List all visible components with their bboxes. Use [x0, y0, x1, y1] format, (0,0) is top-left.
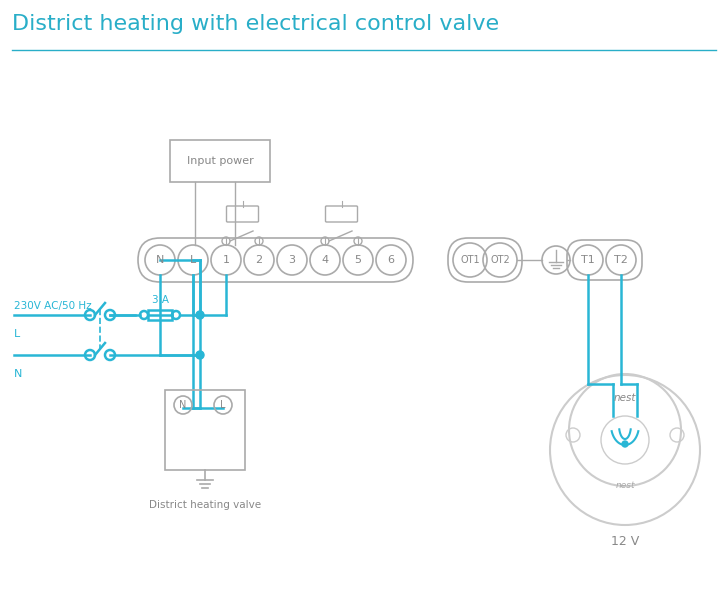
Circle shape	[601, 416, 649, 464]
Circle shape	[622, 441, 628, 447]
Text: 5: 5	[355, 255, 362, 265]
Text: 3 A: 3 A	[151, 295, 168, 305]
Circle shape	[196, 311, 204, 319]
Text: 230V AC/50 Hz: 230V AC/50 Hz	[14, 301, 92, 311]
Text: L: L	[190, 255, 196, 265]
Text: 3: 3	[288, 255, 296, 265]
Text: OT1: OT1	[460, 255, 480, 265]
Text: N: N	[14, 369, 23, 379]
Circle shape	[196, 351, 204, 359]
Text: 2: 2	[256, 255, 263, 265]
Text: L: L	[221, 400, 226, 410]
Text: 12 V: 12 V	[611, 535, 639, 548]
Text: T2: T2	[614, 255, 628, 265]
Text: 1: 1	[223, 255, 229, 265]
Text: 6: 6	[387, 255, 395, 265]
Text: nest: nest	[615, 481, 635, 489]
Text: T1: T1	[581, 255, 595, 265]
Bar	[148, 310, 172, 320]
Text: L: L	[14, 329, 20, 339]
Text: OT2: OT2	[490, 255, 510, 265]
Text: 4: 4	[322, 255, 328, 265]
Text: District heating with electrical control valve: District heating with electrical control…	[12, 14, 499, 34]
Text: nest: nest	[614, 393, 636, 403]
Text: District heating valve: District heating valve	[149, 500, 261, 510]
Text: N: N	[156, 255, 165, 265]
Text: Input power: Input power	[186, 156, 253, 166]
Text: N: N	[179, 400, 186, 410]
